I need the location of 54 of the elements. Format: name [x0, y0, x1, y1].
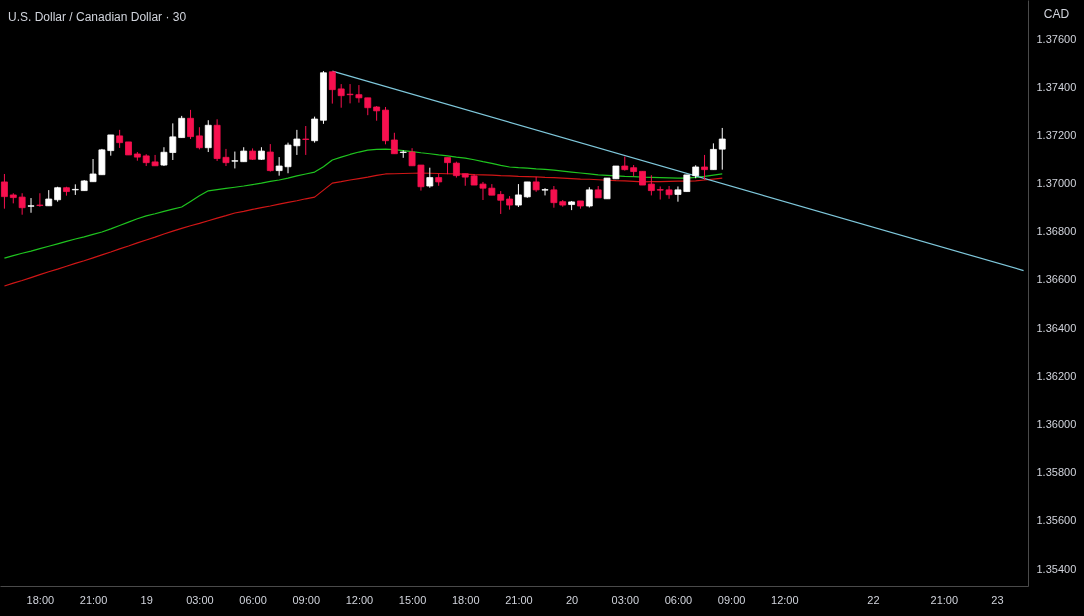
x-tick-label: 03:00: [186, 593, 214, 606]
candlestick: [302, 125, 310, 156]
x-tick-label: 09:00: [292, 593, 321, 606]
candlestick: [541, 187, 549, 196]
y-tick-label: 1.35800: [1036, 466, 1077, 479]
x-tick-label: 18:00: [26, 593, 55, 606]
x-tick-label: 22: [867, 593, 880, 606]
text: U.S. Dollar / Canadian Dollar · 30: [8, 10, 187, 24]
x-tick-label: 15:00: [398, 593, 427, 606]
candlestick: [1, 173, 8, 210]
y-tick-label: 1.36800: [1036, 225, 1077, 238]
x-tick-label: 03:00: [611, 593, 640, 606]
candlestick: [27, 197, 35, 214]
y-tick-label: 1.37000: [1036, 177, 1077, 190]
candlestick: [116, 129, 124, 149]
x-tick-label: 20: [565, 593, 579, 606]
y-tick-label: 1.36000: [1036, 418, 1077, 431]
x-tick-label: 12:00: [771, 593, 799, 606]
candlestick: [196, 126, 203, 150]
candlestick: [497, 190, 505, 215]
candlestick: [426, 167, 434, 189]
x-tick-label: 06:00: [239, 593, 267, 606]
x-tick-label: 12:00: [345, 593, 374, 606]
candlestick: [710, 142, 717, 171]
x-tick-label: 21:00: [505, 593, 533, 606]
y-tick-label: 1.37600: [1036, 32, 1077, 45]
candlestick: [701, 154, 708, 181]
y-axis-title: CAD: [1043, 6, 1070, 21]
y-tick-label: 1.36400: [1036, 321, 1077, 334]
candlestick: [18, 192, 26, 216]
y-tick-label: 1.37400: [1036, 80, 1077, 93]
y-tick-label: 1.36600: [1036, 273, 1077, 286]
x-tick-label: 18:00: [451, 593, 480, 606]
candlestick: [204, 119, 212, 153]
x-tick-label: 21:00: [930, 593, 959, 606]
candlestick: [718, 127, 726, 171]
candlestick: [36, 192, 44, 208]
candlestick: [515, 183, 522, 208]
y-tick-label: 1.35600: [1036, 514, 1077, 527]
candlestick: [266, 143, 274, 173]
y-tick-label: 1.35400: [1036, 562, 1077, 575]
x-tick-label: 21:00: [79, 593, 108, 606]
candlestick: [311, 116, 318, 144]
x-tick-label: 09:00: [717, 593, 746, 606]
x-tick-label: 23: [991, 593, 1004, 606]
y-tick-label: 1.36200: [1036, 369, 1077, 382]
candlestick: [178, 115, 186, 139]
x-tick-label: 19: [140, 593, 153, 606]
candlestick: [328, 70, 336, 105]
candlestick: [647, 174, 655, 196]
y-tick-label: 1.37200: [1036, 128, 1077, 141]
candlestick: [187, 109, 194, 140]
candlestick: [390, 132, 398, 155]
x-tick-label: 06:00: [664, 593, 693, 606]
